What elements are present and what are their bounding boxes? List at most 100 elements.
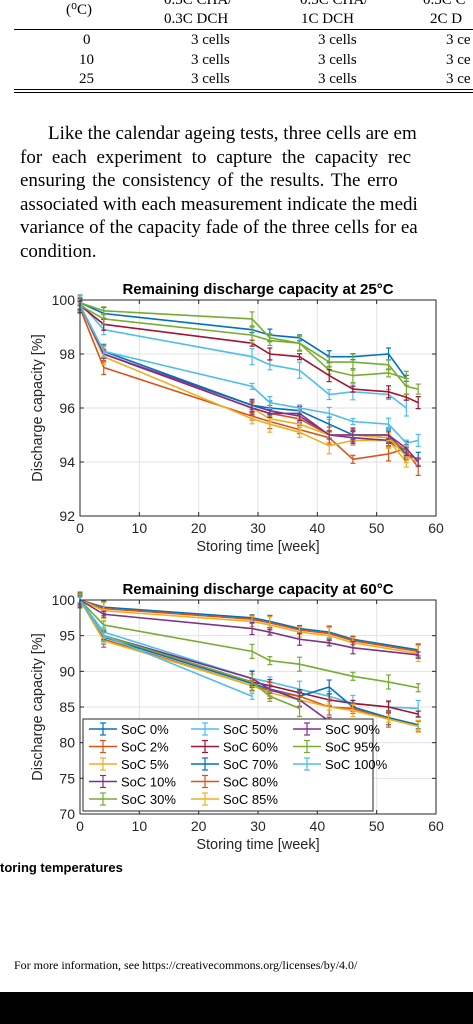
data-point xyxy=(386,674,392,690)
y-tick-label: 92 xyxy=(59,508,75,524)
x-tick-label: 10 xyxy=(132,520,148,536)
table-cell: 3 cells xyxy=(191,52,230,68)
data-point xyxy=(297,404,303,412)
legend-entry: SoC 100% xyxy=(293,757,388,772)
legend-label: SoC 70% xyxy=(223,757,278,772)
chart-25c: 92 94 96 98 100 0 10 20 30 40 50 60 Remaining discha… xyxy=(30,281,444,555)
x-tick-label: 40 xyxy=(310,520,326,536)
data-point xyxy=(326,679,332,695)
data-point xyxy=(249,692,255,700)
data-point xyxy=(350,641,356,655)
y-tick-label: 98 xyxy=(59,346,75,362)
data-point xyxy=(267,408,273,418)
y-tick-label: 90 xyxy=(59,663,75,679)
table-header-top-2: 0.3C CHA/ xyxy=(300,0,369,8)
legend-entry: SoC 95% xyxy=(293,740,380,755)
legend-label: SoC 100% xyxy=(325,757,388,772)
legend-label: SoC 85% xyxy=(223,792,278,807)
data-point xyxy=(350,671,356,681)
data-point xyxy=(386,417,392,431)
series-line xyxy=(79,305,419,463)
data-point xyxy=(249,643,255,659)
series-line xyxy=(79,304,419,404)
y-tick-label: 100 xyxy=(52,292,76,308)
paragraph-line: ensuring the consistency of the results.… xyxy=(20,170,398,191)
data-point xyxy=(415,683,421,693)
table-header-top-1: 0.3C CHA/ xyxy=(164,0,233,8)
legend-label: SoC 2% xyxy=(121,740,169,755)
data-point xyxy=(415,395,421,410)
data-point xyxy=(350,417,356,426)
table-rule-bottom-2 xyxy=(14,92,473,93)
table-rule-bottom-1 xyxy=(14,89,473,90)
legend-entry: SoC 10% xyxy=(89,775,176,790)
data-point xyxy=(415,651,421,659)
table-cell-temp: 25 xyxy=(79,71,94,87)
data-point xyxy=(249,382,255,391)
paragraph-line: associated with each measurement indicat… xyxy=(20,193,418,215)
y-axis-label: Discharge capacity [%] xyxy=(30,334,46,481)
x-tick-label: 60 xyxy=(428,520,444,536)
legend-entry: SoC 30% xyxy=(89,792,176,807)
table-cell-temp: 0 xyxy=(83,32,91,48)
table-header-temp: (⁰C) xyxy=(66,2,93,18)
data-point xyxy=(267,656,273,666)
paragraph-line: Like the calendar ageing tests, three ce… xyxy=(48,123,417,144)
data-point xyxy=(415,710,421,718)
x-tick-label: 0 xyxy=(76,520,84,536)
data-point xyxy=(415,457,421,467)
data-point xyxy=(267,347,273,361)
legend-entry: SoC 60% xyxy=(191,740,278,755)
y-tick-label: 96 xyxy=(59,400,75,416)
paragraph-line: condition. xyxy=(20,240,97,262)
y-tick-label: 94 xyxy=(59,454,75,470)
x-tick-label: 30 xyxy=(250,520,266,536)
y-tick-label: 100 xyxy=(52,592,76,608)
data-point xyxy=(326,388,332,401)
table-cell: 3 ce xyxy=(446,71,471,87)
legend-label: SoC 95% xyxy=(325,740,380,755)
x-axis-label: Storing time [week] xyxy=(196,837,319,853)
data-point xyxy=(249,311,255,327)
data-point xyxy=(249,621,255,636)
legend-label: SoC 60% xyxy=(223,740,278,755)
table-header-bottom-3: 2C D xyxy=(430,11,463,27)
x-tick-label: 50 xyxy=(369,520,385,536)
data-point xyxy=(326,356,332,368)
data-point xyxy=(249,326,255,344)
chart-title: Remaining discharge capacity at 25°C xyxy=(122,281,393,298)
table-cell: 3 ce xyxy=(446,32,471,48)
y-tick-label: 95 xyxy=(59,628,75,644)
x-tick-label: 50 xyxy=(369,818,385,834)
table-cell: 3 cells xyxy=(191,71,230,87)
legend-entry: SoC 90% xyxy=(293,722,380,737)
y-tick-label: 85 xyxy=(59,699,75,715)
table-cell: 3 cells xyxy=(318,71,357,87)
data-point xyxy=(350,427,356,443)
chart-title: Remaining discharge capacity at 60°C xyxy=(122,581,393,598)
legend-label: SoC 5% xyxy=(121,757,169,772)
table-cell: 3 cells xyxy=(318,32,357,48)
data-point xyxy=(415,433,421,447)
x-tick-label: 10 xyxy=(132,818,148,834)
y-axis-label: Discharge capacity [%] xyxy=(30,633,46,780)
legend-entry: SoC 2% xyxy=(89,740,169,755)
data-point xyxy=(101,629,107,643)
table-header-bottom-1: 0.3C DCH xyxy=(164,11,229,27)
data-point xyxy=(350,385,356,393)
data-point xyxy=(350,454,356,464)
paragraph-line: variance of the capacity fade of the thr… xyxy=(20,217,418,238)
table-header-top-3: 0.3C C xyxy=(423,0,466,8)
x-tick-label: 20 xyxy=(191,818,207,834)
legend-label: SoC 10% xyxy=(121,775,176,790)
data-point xyxy=(386,359,392,371)
data-point xyxy=(326,406,332,420)
license-footer: For more information, see https://creati… xyxy=(14,958,358,972)
legend-label: SoC 0% xyxy=(121,722,169,737)
data-point xyxy=(386,430,392,440)
data-point xyxy=(297,334,303,352)
chart-60c: 70 75 80 85 90 95 100 0 10 20 30 40 50 60 Remaining di… xyxy=(30,581,444,853)
legend-entry: SoC 80% xyxy=(191,775,278,790)
legend-entry: SoC 0% xyxy=(89,722,169,737)
data-point xyxy=(249,400,255,416)
